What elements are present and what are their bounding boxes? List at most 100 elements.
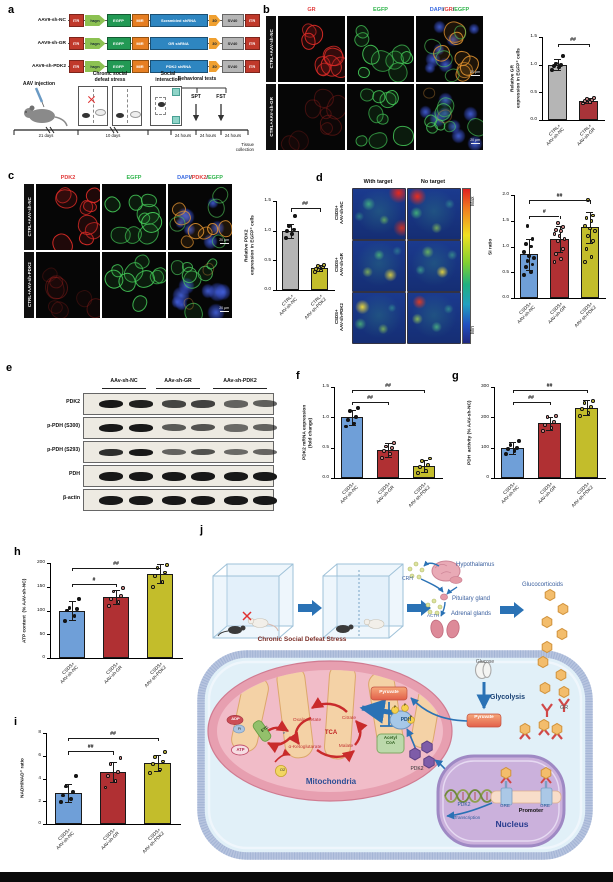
- data-point: [293, 213, 298, 218]
- data-point: [584, 216, 589, 221]
- bar: [538, 423, 561, 478]
- y-tick-label: 0.0: [264, 287, 271, 293]
- mouse-icon: [24, 87, 68, 127]
- blot-group-header: AAv-sh-NC: [110, 378, 138, 384]
- hexagon-icon: [423, 755, 435, 769]
- data-point: [586, 410, 591, 415]
- y-tick-mark: [43, 778, 46, 780]
- cage-mice: [217, 611, 385, 637]
- y-tick-label: 50: [39, 631, 45, 637]
- construct-element-sv40: SV40: [221, 60, 244, 73]
- separator: /: [190, 175, 192, 181]
- defeat-cage-2: [112, 86, 142, 126]
- j-label-oxaloacetate: Oxaloacetate: [292, 718, 322, 723]
- error-cap: [525, 238, 533, 240]
- heatmap-col-no-target: No target: [420, 179, 446, 185]
- timeline-24h-3: 24 hours: [224, 133, 242, 138]
- hexagon-icon: [557, 602, 569, 616]
- timeline-10days: 10 days: [105, 133, 121, 138]
- data-point: [552, 231, 557, 236]
- data-point: [150, 761, 155, 766]
- y-tick-label: 0.0: [530, 117, 537, 123]
- wb-band: [224, 471, 249, 481]
- scale-bar: 20 μm: [219, 238, 229, 244]
- construct-elements: ITR hsyn EGFP MIR GR shRNA 30 SV40 ITR: [68, 37, 260, 50]
- data-point: [73, 774, 78, 779]
- blot-group-underline: [156, 388, 200, 389]
- error-cap: [109, 762, 117, 763]
- fluorescence-image: [102, 184, 166, 250]
- timeline-24h-1: 24 hours: [174, 133, 192, 138]
- error-bar: [157, 754, 159, 771]
- blot-protein-label: p-PDH (S300): [47, 423, 80, 429]
- hexagon-icon: [519, 722, 531, 736]
- separator: /: [442, 7, 445, 13]
- significance-label: ##: [110, 730, 116, 737]
- wb-band: [161, 471, 186, 481]
- wb-band: [190, 399, 216, 409]
- data-point: [562, 236, 567, 241]
- y-tick-label: 0: [38, 821, 41, 827]
- row-group-label: CTRL+AAV-sh-NC: [266, 16, 276, 82]
- data-point: [578, 413, 583, 418]
- y-tick-mark: [539, 92, 542, 94]
- panel-label-h: h: [14, 546, 21, 558]
- data-point: [61, 793, 66, 798]
- colorbar-min-label: Min: [470, 325, 476, 335]
- wb-band: [99, 448, 124, 456]
- data-point: [589, 218, 594, 223]
- data-point: [285, 228, 290, 233]
- data-point: [155, 565, 160, 570]
- data-point: [559, 62, 563, 67]
- error-cap: [348, 410, 356, 412]
- j-label-promoter: Promoter: [518, 808, 544, 814]
- error-bar: [424, 459, 425, 472]
- data-point: [390, 445, 394, 450]
- wb-band: [224, 495, 249, 505]
- data-point: [559, 229, 564, 233]
- data-point: [541, 429, 546, 433]
- blot-row: [83, 489, 278, 511]
- data-point: [121, 586, 126, 591]
- bar: [99, 772, 127, 824]
- significance-bracket: [68, 751, 113, 753]
- data-point: [153, 574, 157, 579]
- y-tick-label: 8: [38, 730, 41, 736]
- j-label-acth: ACTH: [427, 613, 440, 618]
- data-point: [344, 424, 348, 429]
- chart-plot-area: [46, 733, 181, 825]
- chart-plot-area: [514, 195, 606, 299]
- wb-band: [128, 400, 153, 408]
- merge-header-part: DAPI: [177, 175, 191, 181]
- data-point: [560, 225, 565, 229]
- data-point: [382, 448, 386, 453]
- construct-element-egfp: EGFP: [106, 60, 131, 73]
- timeline-fst-label: FST: [216, 94, 226, 100]
- chart-plot-area: [494, 387, 606, 479]
- data-point: [588, 404, 593, 409]
- panel-label-a: a: [8, 4, 15, 16]
- j-label-malate: Malate: [338, 744, 354, 749]
- j-label-gre: GRE: [500, 803, 510, 808]
- y-tick-mark: [47, 610, 50, 612]
- data-point: [554, 228, 558, 232]
- chart-plot-area: [50, 563, 183, 659]
- data-point: [388, 451, 392, 456]
- error-bar: [549, 416, 551, 431]
- merge-header-part: EGFP: [454, 7, 470, 13]
- data-point: [286, 224, 291, 228]
- panel-label-b: b: [263, 4, 270, 16]
- intruder-mouse: [116, 113, 124, 118]
- y-tick-label: 200: [36, 560, 45, 566]
- scale-bar: 20 μm: [470, 70, 480, 76]
- heatmap-cell: [352, 292, 406, 344]
- error-cap: [583, 415, 590, 417]
- wb-band: [190, 424, 216, 432]
- significance-bracket: [549, 401, 551, 406]
- j-label-p: P: [409, 715, 413, 719]
- chart-plot-area: [276, 201, 335, 291]
- significance-label: ##: [385, 382, 391, 389]
- j-label-gre: GRE: [540, 803, 550, 808]
- construct-name: AAV9-sh-GR: [37, 41, 66, 46]
